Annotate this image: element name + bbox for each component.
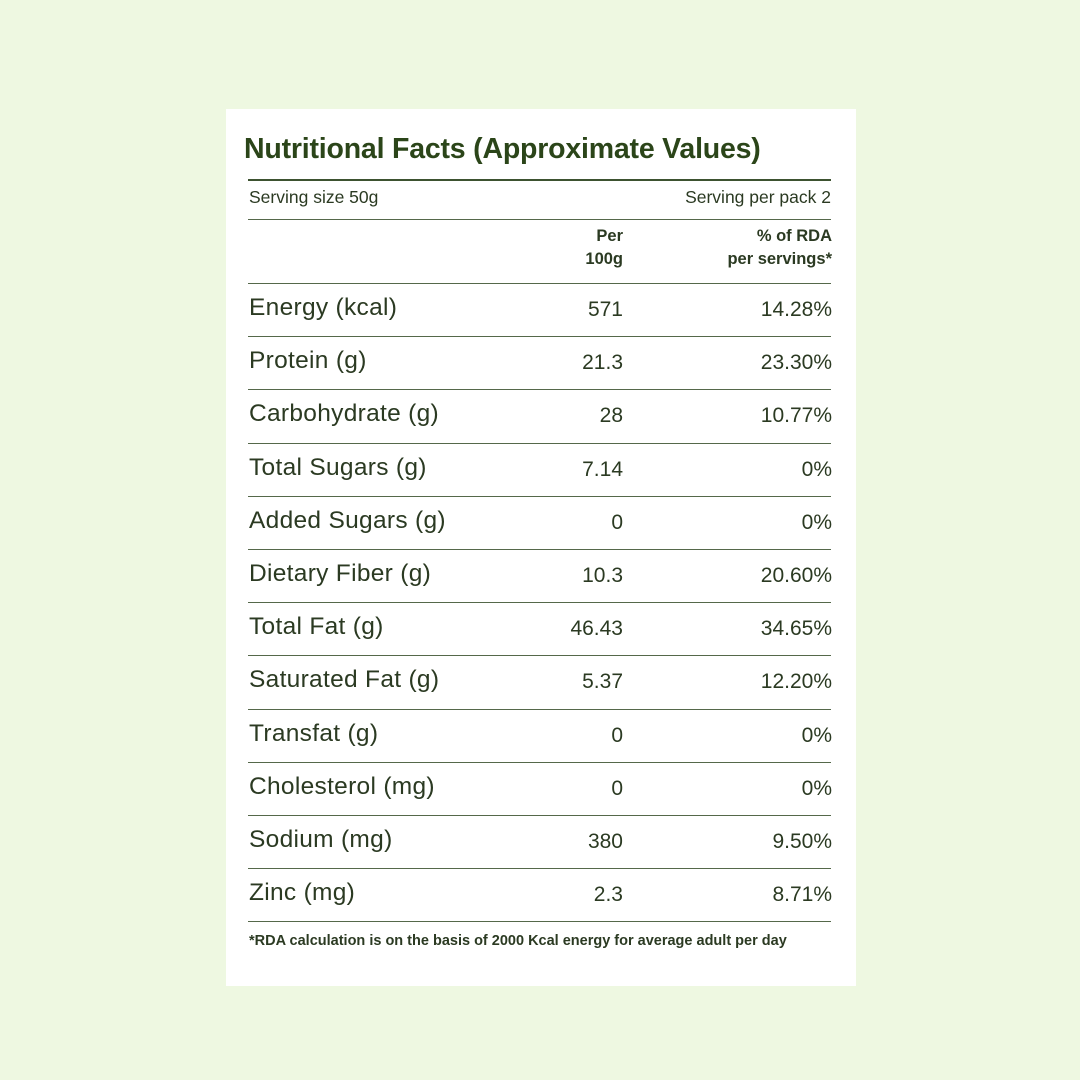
rda-percent-value: 0% [801, 723, 832, 747]
rda-percent-value: 8.71% [772, 883, 832, 907]
per-100g-value: 7.14 [582, 457, 623, 481]
per-100g-value: 10.3 [582, 563, 623, 587]
column-header-per-line2: 100g [585, 250, 623, 268]
row-divider [248, 602, 831, 604]
header-divider [248, 283, 831, 284]
column-header-rda: % of RDA per servings* [656, 225, 832, 271]
row-divider [248, 548, 831, 550]
per-100g-value: 380 [587, 829, 623, 853]
row-divider [248, 814, 831, 816]
table-row: Total Sugars (g) 7.14 0% [226, 444, 856, 497]
table-row: Added Sugars (g) 0 0% [226, 497, 856, 550]
rda-footnote: *RDA calculation is on the basis of 2000… [249, 933, 787, 949]
serving-divider [248, 219, 831, 220]
table-row: Transfat (g) 0 0% [226, 710, 856, 763]
row-divider [248, 868, 831, 870]
table-row: Carbohydrate (g) 28 10.77% [226, 390, 856, 444]
rda-percent-value: 9.50% [772, 829, 832, 853]
title-divider [248, 179, 831, 181]
per-100g-value: 0 [611, 510, 623, 534]
nutrient-name: Sodium (mg) [249, 825, 393, 853]
per-100g-value: 21.3 [582, 351, 623, 375]
column-header-rda-line1: % of RDA [756, 227, 832, 245]
rda-percent-value: 10.77% [760, 404, 832, 428]
nutrient-name: Cholesterol (mg) [249, 772, 435, 800]
row-divider [248, 442, 831, 444]
table-row: Energy (kcal) 571 14.28% [226, 284, 856, 338]
page-title: Nutritional Facts (Approximate Values) [244, 133, 761, 165]
rda-percent-value: 14.28% [760, 298, 832, 321]
rda-percent-value: 12.20% [760, 670, 832, 694]
per-100g-value: 5.37 [582, 670, 623, 694]
row-divider [248, 708, 831, 710]
serving-info: Serving size 50g Serving per pack 2 [249, 187, 831, 211]
nutrition-facts-card: Nutritional Facts (Approximate Values) S… [226, 109, 856, 986]
nutrition-table: Energy (kcal) 571 14.28% Protein (g) 21.3 23.… [226, 284, 856, 923]
table-row: Protein (g) 21.3 23.30% [226, 337, 856, 391]
per-100g-value: 0 [611, 723, 623, 747]
table-row: Total Fat (g) 46.43 34.65% [226, 603, 856, 657]
table-row: Zinc (mg) 2.3 8.71% [226, 869, 856, 923]
rda-percent-value: 20.60% [760, 563, 832, 587]
row-divider [248, 761, 831, 763]
table-row: Cholesterol (mg) 0 0% [226, 763, 856, 816]
nutrient-name: Dietary Fiber (g) [249, 559, 432, 587]
rda-percent-value: 0% [801, 457, 832, 481]
rda-percent-value: 23.30% [760, 351, 832, 375]
nutrient-name: Zinc (mg) [249, 879, 356, 907]
nutrient-name: Total Fat (g) [249, 613, 384, 641]
rda-percent-value: 0% [801, 510, 832, 534]
per-100g-value: 28 [599, 404, 623, 428]
nutrient-name: Protein (g) [249, 347, 367, 375]
table-row: Sodium (mg) 380 9.50% [226, 816, 856, 870]
column-header-rda-line2: per servings* [727, 250, 832, 268]
per-100g-value: 0 [611, 776, 623, 800]
per-100g-value: 46.43 [570, 617, 623, 641]
serving-size-label: Serving size 50g [249, 187, 379, 207]
table-row: Dietary Fiber (g) 10.3 20.60% [226, 550, 856, 604]
nutrient-name: Carbohydrate (g) [249, 400, 439, 428]
nutrient-name: Energy (kcal) [249, 294, 398, 321]
nutrient-name: Saturated Fat (g) [249, 666, 440, 694]
row-divider [248, 655, 831, 657]
row-divider [248, 921, 831, 923]
row-divider [248, 336, 831, 338]
column-header-per-line1: Per [596, 227, 623, 245]
per-100g-value: 571 [587, 298, 623, 321]
nutrient-name: Total Sugars (g) [249, 453, 427, 481]
rda-percent-value: 0% [801, 776, 832, 800]
rda-percent-value: 34.65% [760, 617, 832, 641]
per-100g-value: 2.3 [593, 883, 623, 907]
nutrient-name: Added Sugars (g) [249, 506, 446, 534]
row-divider [248, 389, 831, 391]
row-divider [248, 495, 831, 497]
column-header-per-100g: Per 100g [526, 225, 623, 271]
serving-per-pack-label: Serving per pack 2 [685, 187, 831, 207]
nutrient-name: Transfat (g) [249, 719, 379, 747]
table-row: Saturated Fat (g) 5.37 12.20% [226, 656, 856, 710]
